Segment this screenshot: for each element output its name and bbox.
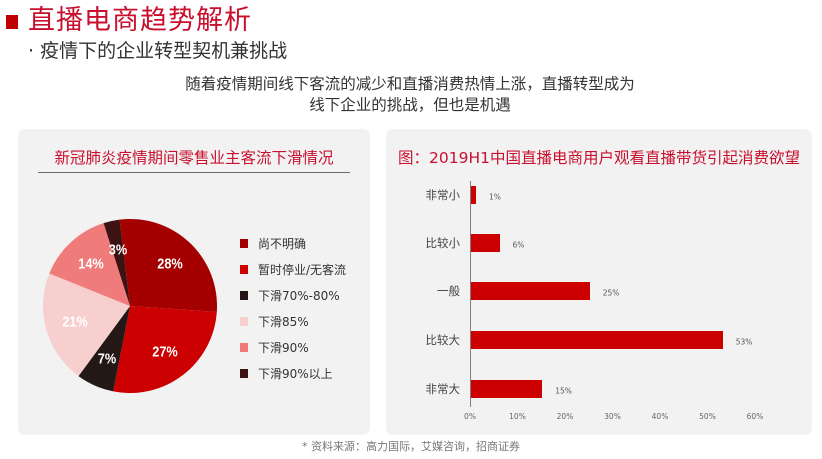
pie-slice	[42, 273, 130, 377]
pie-slice	[119, 219, 217, 312]
category-label: 比较大	[425, 333, 461, 347]
legend-item: 下滑85%	[240, 308, 346, 334]
legend-label: 下滑90%以上	[258, 366, 333, 381]
intro-text: 随着疫情期间线下客流的减少和直播消费热情上涨，直播转型成为 线下企业的挑战，但也…	[150, 74, 670, 116]
legend-item: 下滑70%-80%	[240, 282, 346, 308]
bar-chart: 非常小 1% 比较小 6% 一般 25% 比较大 53% 非常大 15% 0% 10% 20% 30% 40…	[388, 131, 810, 433]
legend-label: 下滑70%-80%	[258, 288, 340, 303]
page-subtitle: · 疫情下的企业转型契机兼挑战	[28, 40, 288, 62]
legend-swatch-icon	[240, 290, 248, 300]
source-note: * 资料来源：高力国际，艾媒咨询，招商证券	[302, 440, 520, 453]
legend-item: 尚不明确	[240, 230, 346, 256]
page-title: 直播电商趋势解析	[28, 5, 252, 36]
pie-slice-label: 14%	[78, 255, 104, 273]
bar	[471, 234, 500, 252]
bar	[471, 380, 543, 398]
bar	[471, 331, 723, 349]
y-axis-line	[470, 181, 471, 407]
legend-item: 下滑90%以上	[240, 360, 346, 386]
bar-value-label: 53%	[735, 337, 753, 347]
title-marker-square-icon	[6, 15, 18, 29]
pie-chart-title: 新冠肺炎疫情期间零售业主客流下滑情况	[38, 146, 350, 173]
bar-value-label: 1%	[489, 192, 501, 202]
legend-swatch-icon	[240, 264, 248, 274]
pie-slice-label: 7%	[97, 350, 117, 368]
bar-value-label: 15%	[555, 386, 572, 396]
pie-slice-label: 21%	[62, 313, 88, 331]
intro-line-1: 随着疫情期间线下客流的减少和直播消费热情上涨，直播转型成为	[185, 75, 635, 93]
bar-value-label: 6%	[512, 240, 525, 250]
pie-slice	[78, 306, 130, 392]
legend-item: 暂时停业/无客流	[240, 256, 346, 282]
category-label: 非常大	[425, 382, 461, 396]
pie-slice	[113, 306, 217, 393]
bar-chart-title: 图：2019H1中国直播电商用户观看直播带货引起消费欲望	[398, 149, 800, 167]
bar	[471, 282, 590, 300]
pie-chart: 28% 27% 7% 21% 14% 3%	[40, 219, 220, 399]
x-axis-tick-label: 10%	[509, 412, 526, 421]
legend-swatch-icon	[240, 342, 248, 352]
x-axis-tick-label: 50%	[699, 412, 716, 421]
x-axis-tick-label: 60%	[746, 412, 764, 421]
pie-slice-label: 27%	[152, 343, 178, 361]
x-axis-tick-label: 30%	[604, 412, 621, 421]
category-label: 比较小	[425, 236, 461, 250]
legend-label: 尚不明确	[258, 236, 307, 251]
pie-legend: 尚不明确 暂时停业/无客流 下滑70%-80% 下滑85% 下滑90% 下滑90…	[240, 230, 346, 386]
legend-label: 下滑90%	[258, 340, 309, 355]
x-axis-tick-label: 40%	[651, 412, 669, 421]
category-label: 一般	[437, 284, 460, 298]
pie-chart-svg	[42, 219, 217, 393]
legend-swatch-icon	[240, 238, 248, 248]
x-axis-tick-label: 0%	[464, 412, 476, 421]
pie-slice-label: 3%	[108, 241, 127, 259]
legend-label: 暂时停业/无客流	[258, 262, 347, 277]
x-axis-tick-label: 20%	[556, 412, 574, 421]
legend-swatch-icon	[240, 316, 248, 326]
legend-item: 下滑90%	[240, 334, 346, 360]
pie-slice	[103, 219, 130, 306]
legend-label: 下滑85%	[258, 314, 309, 329]
legend-swatch-icon	[240, 368, 248, 378]
page-title-row: 直播电商趋势解析	[6, 4, 252, 38]
bar-value-label: 25%	[602, 288, 620, 298]
bar	[471, 186, 476, 204]
intro-line-2: 线下企业的挑战，但也是机遇	[309, 96, 511, 114]
pie-slice	[49, 223, 131, 306]
pie-slice-label: 28%	[156, 255, 183, 273]
bar-chart-panel: 图：2019H1中国直播电商用户观看直播带货引起消费欲望 非常小 1% 比较小 6% 一…	[388, 131, 810, 433]
category-label: 非常小	[425, 188, 461, 202]
pie-chart-panel: 新冠肺炎疫情期间零售业主客流下滑情况 28% 27% 7% 21% 14% 3% 尚不明确…	[20, 131, 368, 433]
